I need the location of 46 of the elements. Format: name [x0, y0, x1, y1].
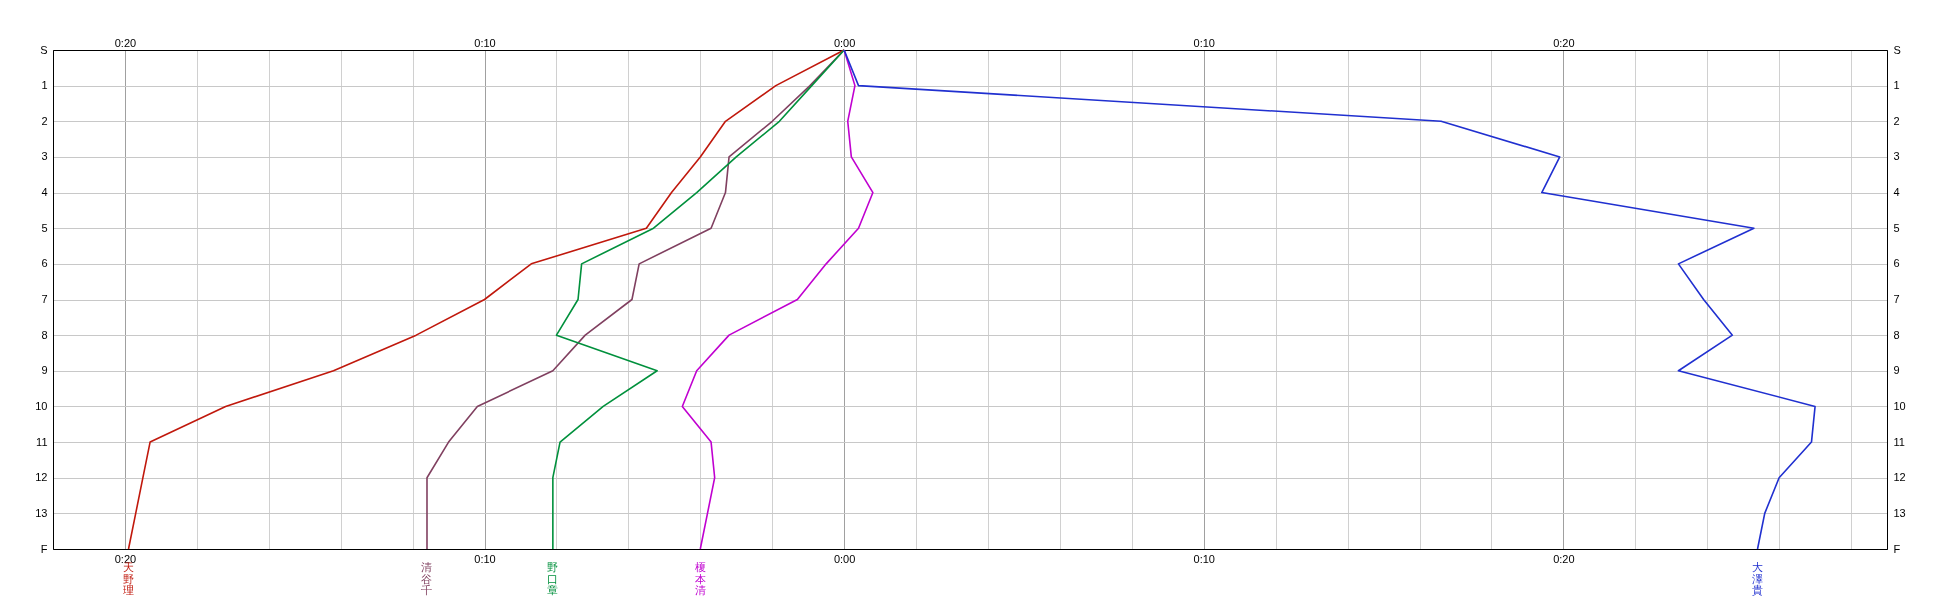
y2-tick-label: 6 [1893, 257, 1900, 270]
y2-tick-label: 2 [1893, 114, 1900, 127]
series-label: 野口章 [547, 561, 559, 596]
x-tick-label: 0:20 [114, 36, 137, 49]
y-tick-label: 7 [41, 293, 48, 305]
y-tick-label: 12 [35, 471, 48, 484]
series-label: 大澤貴 [1752, 561, 1764, 596]
y-tick-label: 3 [41, 150, 48, 163]
y2-tick-label: 8 [1893, 328, 1900, 341]
y2-tick-label: S [1893, 43, 1901, 56]
y2-tick-label: 1 [1893, 79, 1900, 92]
y-tick-label: 11 [36, 435, 48, 448]
y2-tick-label: 4 [1893, 186, 1900, 199]
line-series [127, 49, 845, 550]
y-tick-label: 9 [41, 364, 48, 377]
y2-tick-label: 12 [1893, 471, 1906, 484]
y2-tick-label: 10 [1893, 399, 1906, 412]
x-tick-label: 0:10 [1193, 36, 1215, 49]
x-tick-label: 0:20 [1553, 36, 1575, 49]
y-tick-label: 13 [35, 506, 48, 519]
line-series [843, 49, 1816, 550]
series-label: 清谷千 [421, 561, 433, 596]
y2-tick-label: F [1893, 542, 1901, 555]
x-tick-label: 0:10 [474, 36, 496, 49]
line-series [552, 49, 845, 550]
y-tick-label: 1 [41, 79, 48, 92]
y-tick-label: 10 [35, 399, 48, 412]
y-tick-label: F [40, 542, 48, 555]
y2-tick-label: 3 [1893, 150, 1900, 163]
x2-tick-label: 0:00 [833, 552, 856, 565]
y-tick-label: 2 [41, 114, 48, 127]
x-tick-label: 0:00 [833, 36, 856, 49]
y-tick-label: 4 [41, 186, 48, 199]
y-tick-label: 8 [41, 328, 48, 341]
y2-tick-label: 11 [1893, 435, 1905, 448]
y2-tick-label: 9 [1893, 364, 1900, 377]
y2-tick-label: 7 [1893, 293, 1900, 305]
series-label: 榎本清 [694, 561, 706, 596]
y-tick-label: S [40, 43, 48, 56]
y-tick-label: 6 [41, 257, 48, 270]
y-tick-label: 5 [41, 221, 48, 234]
x2-tick-label: 0:10 [474, 552, 496, 565]
x2-tick-label: 0:20 [1553, 552, 1575, 565]
y2-tick-label: 5 [1893, 221, 1900, 234]
x2-tick-label: 0:10 [1193, 552, 1215, 565]
y2-tick-label: 13 [1893, 506, 1906, 519]
